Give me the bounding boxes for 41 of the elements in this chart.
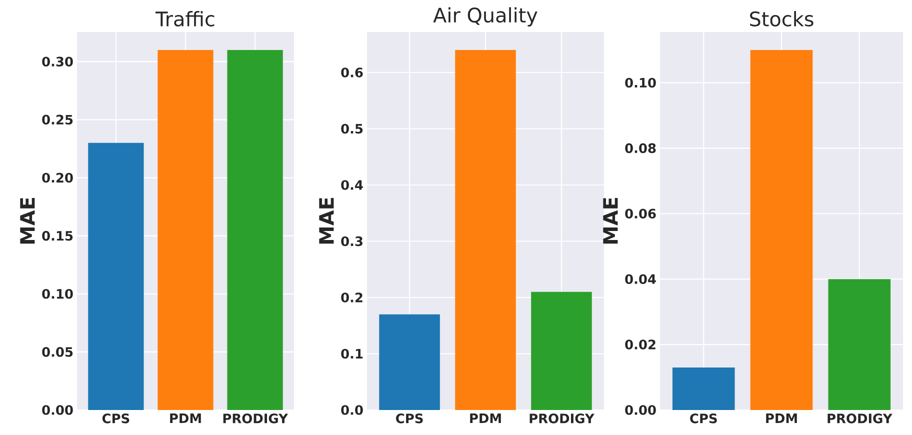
x-tick-label: PDM — [766, 414, 797, 423]
y-tick-label: 0.25 — [42, 114, 73, 125]
y-tick-label: 0.06 — [625, 208, 656, 219]
bar — [455, 50, 516, 410]
bar — [531, 292, 592, 410]
y-tick-label: 0.15 — [42, 230, 73, 241]
chart-title: Air Quality — [433, 7, 538, 26]
chart-title: Traffic — [156, 11, 214, 26]
bar — [750, 50, 813, 410]
bar — [672, 367, 735, 410]
y-tick-label: 0.02 — [625, 340, 656, 350]
y-tick-label: 0.6 — [341, 68, 363, 78]
x-tick-label: PRODIGY — [828, 414, 892, 424]
y-tick-label: 0.0 — [341, 405, 363, 415]
x-tick-label: PRODIGY — [223, 414, 288, 424]
y-tick-label: 0.10 — [625, 78, 656, 88]
y-tick-label: 0.5 — [341, 124, 363, 134]
y-tick-label: 0.3 — [341, 236, 362, 246]
y-tick-label: 0.1 — [341, 348, 363, 359]
y-tick-label: 0.30 — [42, 56, 73, 67]
y-tick-label: 0.05 — [42, 347, 73, 357]
y-tick-label: 0.10 — [42, 288, 73, 299]
y-tick-label: 0.00 — [42, 405, 73, 415]
x-tick-label: CPS — [396, 414, 423, 424]
x-tick-label: PDM — [470, 414, 501, 423]
bar — [379, 314, 440, 410]
y-tick-label: 0.08 — [625, 143, 656, 154]
x-tick-label: PDM — [170, 414, 201, 423]
y-axis-title: MAE — [319, 198, 334, 244]
y-tick-label: 0.00 — [625, 405, 656, 415]
x-tick-label: CPS — [102, 414, 130, 424]
y-tick-label: 0.2 — [341, 292, 362, 302]
bar — [828, 279, 891, 410]
chart-title: Stocks — [750, 11, 814, 26]
y-axis-title: MAE — [20, 198, 35, 244]
y-axis-title: MAE — [603, 198, 618, 244]
y-tick-label: 0.04 — [625, 274, 656, 284]
y-tick-label: 0.4 — [341, 180, 363, 190]
x-tick-label: CPS — [690, 414, 717, 424]
x-tick-label: PRODIGY — [530, 414, 594, 424]
y-tick-label: 0.20 — [42, 172, 73, 183]
